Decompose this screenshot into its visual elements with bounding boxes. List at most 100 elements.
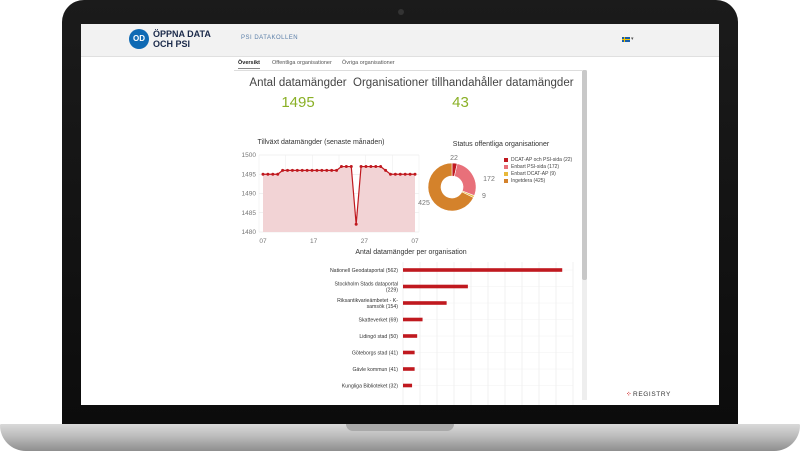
datasets-count-value: 1495	[281, 94, 315, 111]
growth-point	[266, 172, 270, 176]
growth-point	[393, 172, 397, 176]
legend-item[interactable]: DCAT-AP och PSI-sida (22)	[504, 157, 572, 163]
category-label-line: Skatteverket (69)	[359, 317, 399, 323]
tab-oversikt[interactable]: Översikt	[238, 60, 261, 69]
legend-label: DCAT-AP och PSI-sida (22)	[511, 157, 573, 163]
slice-value-label: 425	[418, 200, 430, 207]
growth-point	[295, 168, 299, 172]
legend-item[interactable]: Enbart PSI-sida (172)	[504, 164, 559, 170]
logo-icon[interactable]: OD	[129, 29, 149, 49]
growth-point	[374, 165, 378, 169]
y-tick-label: 1480	[242, 229, 257, 236]
growth-point	[300, 168, 304, 172]
growth-point	[364, 165, 368, 169]
legend-swatch	[504, 171, 508, 176]
growth-point	[325, 168, 329, 172]
nav-title-link[interactable]: PSI DATAKOLLEN	[241, 35, 299, 41]
growth-point	[320, 168, 324, 172]
y-tick-label: 1485	[242, 210, 257, 217]
category-label: Stockholm Stads dataportal (229)	[335, 281, 399, 293]
logo-line-2: OCH PSI	[153, 39, 191, 49]
growth-point	[344, 165, 348, 169]
x-tick-label: 07	[411, 238, 419, 245]
category-label: Lidingö stad (50)	[359, 334, 398, 340]
slice-value-label: 9	[482, 193, 486, 200]
growth-point	[286, 168, 290, 172]
growth-point	[290, 168, 294, 172]
growth-area	[263, 166, 415, 232]
scrollbar[interactable]	[582, 70, 587, 400]
growth-point	[413, 172, 417, 176]
bar	[403, 383, 413, 388]
growth-point	[281, 168, 285, 172]
organisation-bar-chart: Nationell Geodataportal (562) Stockholm S…	[330, 262, 574, 405]
legend-swatch	[504, 157, 508, 162]
organisations-count-label: Organisationer tillhandahåller datamängd…	[353, 77, 574, 89]
legend-item[interactable]: Enbart DCAT-AP (9)	[504, 171, 556, 177]
growth-point	[388, 172, 392, 176]
status-legend: DCAT-AP och PSI-sida (22) Enbart PSI-sid…	[504, 157, 584, 197]
category-label: Nationell Geodataportal (562)	[330, 268, 398, 274]
logo-text[interactable]: ÖPPNA DATA OCH PSI	[153, 29, 213, 49]
scrollbar-thumb[interactable]	[582, 70, 587, 280]
legend-label: Enbart DCAT-AP (9)	[511, 171, 556, 177]
legend-swatch	[504, 178, 508, 183]
growth-point	[379, 165, 383, 169]
registry-label: REGISTRY	[633, 391, 671, 398]
x-tick-label: 07	[259, 238, 267, 245]
logo-line-1: ÖPPNA DATA	[153, 29, 211, 39]
growth-point	[359, 165, 363, 169]
category-label: Skatteverket (69)	[359, 317, 399, 323]
y-tick-label: 1490	[242, 191, 257, 198]
growth-point	[339, 165, 343, 169]
category-label: Göteborgs stad (41)	[352, 350, 398, 356]
bar	[403, 317, 423, 322]
legend-swatch	[504, 164, 508, 169]
category-label-line: Stockholm Stads dataportal	[335, 281, 398, 287]
x-tick-label: 17	[310, 238, 318, 245]
browser-screen: OD ÖPPNA DATA OCH PSI PSI DATAKOLLEN ▾ Ö…	[81, 24, 719, 405]
chevron-down-icon[interactable]: ▾	[631, 36, 634, 42]
bar	[403, 334, 418, 338]
tab-ovriga-organisationer[interactable]: Övriga organisationer	[342, 60, 395, 66]
growth-point	[384, 168, 388, 172]
top-navbar: OD ÖPPNA DATA OCH PSI PSI DATAKOLLEN ▾	[81, 24, 719, 57]
organisations-count-value: 43	[452, 94, 469, 111]
growth-point	[315, 168, 319, 172]
growth-point	[305, 168, 309, 172]
category-label-line: (229)	[386, 287, 398, 293]
category-label: Kungliga Biblioteket (32)	[342, 383, 399, 389]
y-tick-label: 1495	[242, 171, 257, 178]
bar-chart-title: Antal datamängder per organisation	[355, 249, 467, 256]
slice-value-label: 22	[450, 155, 458, 162]
growth-point	[354, 222, 358, 226]
donut-slice	[427, 162, 474, 212]
category-label-line: Nationell Geodataportal (562)	[330, 268, 398, 274]
camera-icon	[398, 9, 404, 15]
legend-label: Ingetdera (425)	[511, 178, 546, 184]
registry-dots-icon: ⁘	[626, 391, 633, 398]
category-label-line: Lidingö stad (50)	[359, 334, 398, 340]
growth-point	[408, 172, 412, 176]
legend-label: Enbart PSI-sida (172)	[511, 164, 560, 170]
x-tick-label: 27	[361, 238, 369, 245]
y-tick-label: 1500	[242, 152, 257, 159]
category-label: Riksantikvarieämbetet - K-samsök (154)	[337, 298, 398, 310]
bar	[403, 284, 468, 289]
growth-point	[369, 165, 373, 169]
bar	[403, 350, 415, 355]
registry-logo[interactable]: ⁘REGISTRY	[626, 390, 671, 398]
legend-item[interactable]: Ingetdera (425)	[504, 178, 545, 184]
slice-value-label: 172	[483, 176, 495, 183]
growth-point	[330, 168, 334, 172]
tab-offentliga-organisationer[interactable]: Offentliga organisationer	[272, 60, 332, 66]
growth-point	[310, 168, 314, 172]
bar	[403, 301, 447, 305]
growth-chart-title: Tillväxt datamängder (senaste månaden)	[257, 139, 385, 146]
donut-slice	[454, 163, 477, 197]
category-label-line: samsök (154)	[367, 304, 399, 310]
swedish-flag-icon[interactable]	[622, 37, 630, 42]
growth-point	[349, 165, 353, 169]
growth-point	[276, 172, 280, 176]
